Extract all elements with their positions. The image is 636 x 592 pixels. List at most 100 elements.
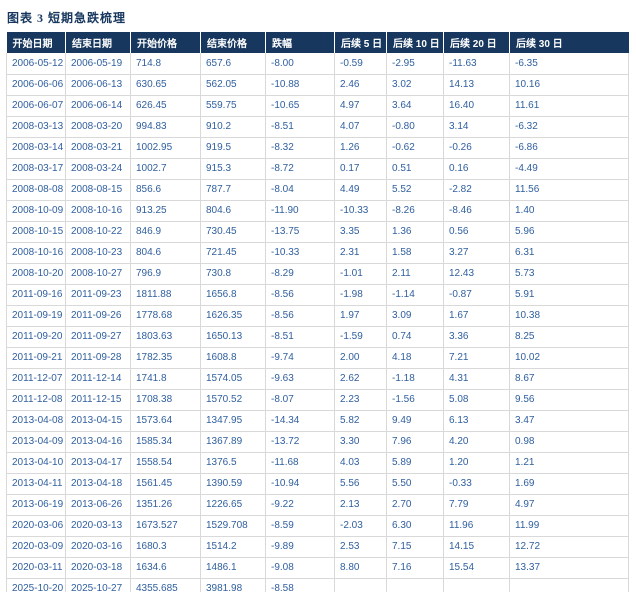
table-cell: 2.70: [386, 494, 444, 516]
table-cell: 14.13: [443, 74, 510, 96]
table-cell: -6.32: [509, 116, 629, 138]
table-row: 2011-09-20 2011-09-27 1803.63 1650.13 -8.51-…: [6, 326, 629, 348]
table-cell: -13.72: [265, 431, 335, 453]
table-cell: 4.03: [334, 452, 387, 474]
table-cell: 657.6: [200, 53, 266, 75]
table-cell: 1634.6: [130, 557, 201, 579]
table-cell: 7.79: [443, 494, 510, 516]
table-cell: 1.26: [334, 137, 387, 159]
table-cell: 3.64: [386, 95, 444, 117]
table-cell: 2013-04-10: [6, 452, 66, 474]
table-cell: 2008-10-09: [6, 200, 66, 222]
table-cell: -8.07: [265, 389, 335, 411]
table-cell: 10.38: [509, 305, 629, 327]
table-cell: -1.14: [386, 284, 444, 306]
table-cell: -8.51: [265, 116, 335, 138]
table-row: 2013-04-11 2013-04-18 1561.45 1390.59 -10.94…: [6, 473, 629, 495]
table-cell: 1390.59: [200, 473, 266, 495]
table-cell: -0.33: [443, 473, 510, 495]
table-cell: 1.21: [509, 452, 629, 474]
table-cell: [443, 578, 510, 592]
table-cell: 2011-09-26: [65, 305, 131, 327]
table-cell: 2008-10-27: [65, 263, 131, 285]
table-cell: -8.51: [265, 326, 335, 348]
table-cell: 11.61: [509, 95, 629, 117]
table-row: 2008-03-13 2008-03-20 994.83 910.2 -8.51 4.07…: [6, 116, 629, 138]
table-cell: 915.3: [200, 158, 266, 180]
table-cell: 1351.26: [130, 494, 201, 516]
table-cell: -1.59: [334, 326, 387, 348]
table-cell: 4.97: [334, 95, 387, 117]
table-cell: 1.58: [386, 242, 444, 264]
table-row: 2006-06-07 2006-06-14 626.45 559.75 -10.65 4.…: [6, 95, 629, 117]
table-cell: -1.18: [386, 368, 444, 390]
table-cell: 10.16: [509, 74, 629, 96]
table-cell: 9.49: [386, 410, 444, 432]
table-cell: 796.9: [130, 263, 201, 285]
table-cell: 1574.05: [200, 368, 266, 390]
table-row: 2008-10-16 2008-10-23 804.6 721.45 -10.33 2.3…: [6, 242, 629, 264]
table-cell: -11.63: [443, 53, 510, 75]
table-cell: 1.40: [509, 200, 629, 222]
column-header: 结束价格: [200, 32, 266, 53]
table-cell: 0.17: [334, 158, 387, 180]
table-cell: -9.08: [265, 557, 335, 579]
table-row: 2008-10-20 2008-10-27 796.9 730.8 -8.29 -1.01…: [6, 263, 629, 285]
table-cell: 2020-03-09: [6, 536, 66, 558]
table-cell: 913.25: [130, 200, 201, 222]
table-cell: 1226.65: [200, 494, 266, 516]
table-cell: -0.59: [334, 53, 387, 75]
table-cell: -9.63: [265, 368, 335, 390]
table-cell: 4355.685: [130, 578, 201, 592]
table-cell: 2008-03-13: [6, 116, 66, 138]
table-cell: 7.15: [386, 536, 444, 558]
table-cell: -0.80: [386, 116, 444, 138]
table-cell: 5.96: [509, 221, 629, 243]
table-cell: 2008-10-16: [6, 242, 66, 264]
table-cell: 1529.708: [200, 515, 266, 537]
table-cell: 856.6: [130, 179, 201, 201]
table-cell: 2008-03-14: [6, 137, 66, 159]
table-cell: 2013-04-08: [6, 410, 66, 432]
table-cell: 2008-10-15: [6, 221, 66, 243]
table-cell: 721.45: [200, 242, 266, 264]
table-cell: 730.8: [200, 263, 266, 285]
table-cell: 919.5: [200, 137, 266, 159]
table-cell: 2013-04-18: [65, 473, 131, 495]
table-cell: 2006-06-06: [6, 74, 66, 96]
table-cell: -8.26: [386, 200, 444, 222]
table-cell: 5.52: [386, 179, 444, 201]
table-cell: 1803.63: [130, 326, 201, 348]
table-cell: -8.59: [265, 515, 335, 537]
table-row: 2008-03-14 2008-03-21 1002.95 919.5 -8.32 1.2…: [6, 137, 629, 159]
table-cell: 4.31: [443, 368, 510, 390]
table-cell: 5.89: [386, 452, 444, 474]
table-cell: 4.18: [386, 347, 444, 369]
table-cell: 5.08: [443, 389, 510, 411]
table-cell: 4.20: [443, 431, 510, 453]
table-cell: 2.62: [334, 368, 387, 390]
table-cell: 5.56: [334, 473, 387, 495]
table-cell: 5.82: [334, 410, 387, 432]
table-cell: 2008-03-20: [65, 116, 131, 138]
table-cell: 7.21: [443, 347, 510, 369]
table-cell: 1626.35: [200, 305, 266, 327]
table-cell: -9.89: [265, 536, 335, 558]
table-cell: 12.43: [443, 263, 510, 285]
table-cell: 2.13: [334, 494, 387, 516]
table-cell: 994.83: [130, 116, 201, 138]
column-header: 后续 10 日: [386, 32, 444, 53]
table-row: 2006-05-12 2006-05-19 714.8 657.6 -8.00 -0.59…: [6, 53, 629, 75]
table-cell: 6.13: [443, 410, 510, 432]
column-header: 结束日期: [65, 32, 131, 53]
table-cell: 2008-10-16: [65, 200, 131, 222]
table-cell: 11.56: [509, 179, 629, 201]
table-cell: 2011-09-28: [65, 347, 131, 369]
table-row: 2006-06-06 2006-06-13 630.65 562.05 -10.88 2.…: [6, 74, 629, 96]
table-cell: 5.91: [509, 284, 629, 306]
table-cell: -10.94: [265, 473, 335, 495]
table-cell: 7.16: [386, 557, 444, 579]
table-cell: 3.27: [443, 242, 510, 264]
table-cell: 1741.8: [130, 368, 201, 390]
table-cell: 3.35: [334, 221, 387, 243]
